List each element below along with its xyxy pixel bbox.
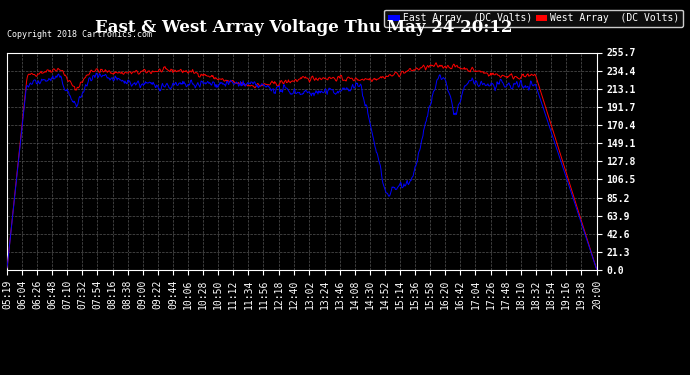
Text: Copyright 2018 Cartronics.com: Copyright 2018 Cartronics.com [7,30,152,39]
Text: East & West Array Voltage Thu May 24 20:12: East & West Array Voltage Thu May 24 20:… [95,19,513,36]
Legend: East Array  (DC Volts), West Array  (DC Volts): East Array (DC Volts), West Array (DC Vo… [384,9,683,27]
